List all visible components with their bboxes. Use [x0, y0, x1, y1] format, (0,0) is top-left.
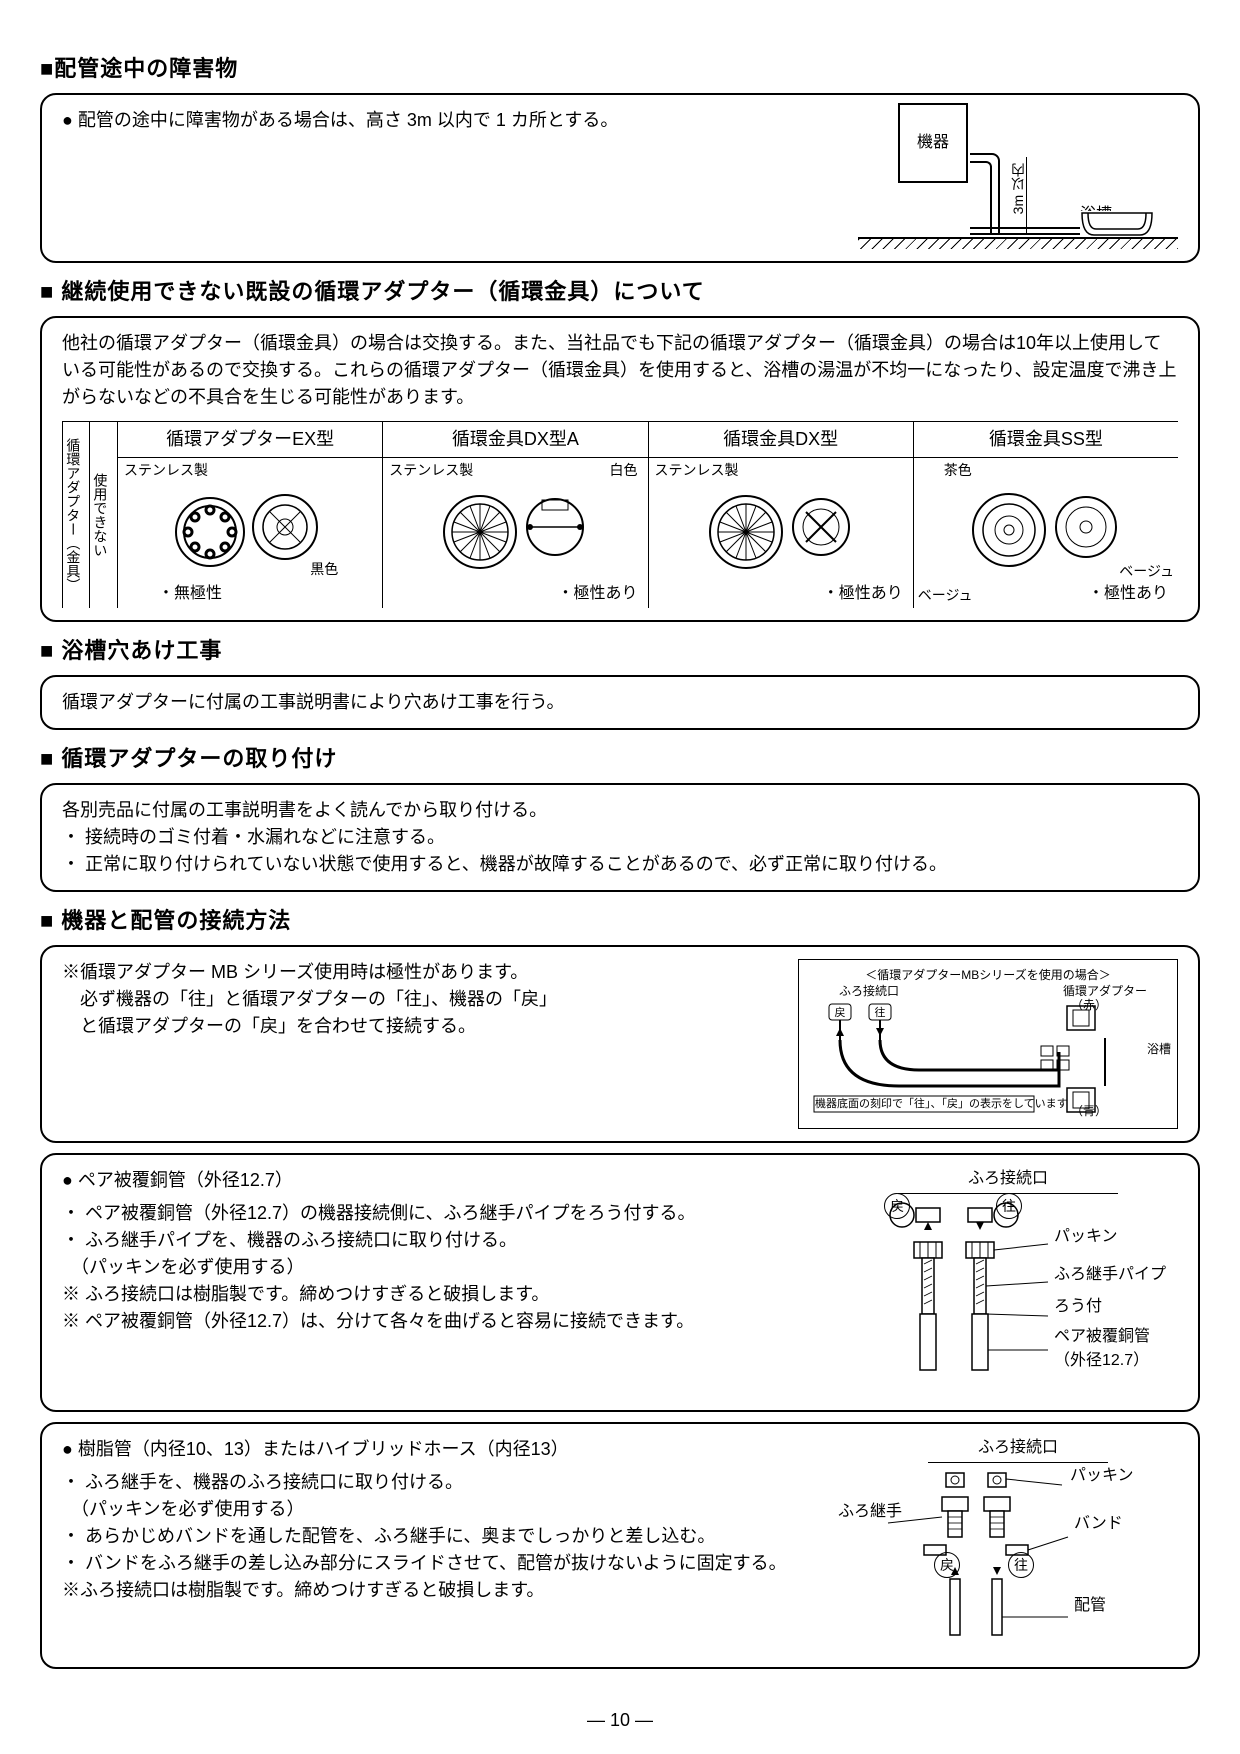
resin-bullet-1: ・ あらかじめバンドを通した配管を、ふろ継手に、奥までしっかりと差し込む。 [62, 1523, 822, 1550]
cp-fwd-badge: 往 [996, 1193, 1022, 1219]
copper-bullet-0: ・ ペア被覆銅管（外径12.7）の機器接続側に、ふろ継手パイプをろう付する。 [62, 1200, 822, 1227]
rp-joint-label: ふろ継手 [838, 1500, 902, 1524]
side-label-2: 使用できない [90, 422, 109, 608]
adapter-polarity-2: ・極性あり [823, 582, 903, 606]
adapter-illustration-1 [430, 482, 600, 572]
adapter-polarity-3: ・極性あり [1088, 582, 1168, 606]
copper-title: ● ペア被覆銅管（外径12.7） [62, 1167, 822, 1194]
copper-diagram: ふろ接続口 [838, 1167, 1178, 1398]
rp-pipe-label: 配管 [1074, 1594, 1106, 1618]
resin-diagram: ふろ接続口 [838, 1436, 1178, 1655]
install-line-2: ・ 正常に取り付けられていない状態で使用すると、機器が故障することがあるので、必… [62, 851, 1178, 878]
adapter-mat-0: ステンレス製 [124, 460, 208, 481]
adapter-mat-3: 茶色 [944, 460, 972, 481]
adapter-color-3: ベージュ [1119, 561, 1174, 582]
obstacle-diagram: 機器 3m 以内 浴槽 [858, 99, 1178, 249]
obstacle-text: ● 配管の途中に障害物がある場合は、高さ 3m 以内で 1 カ所とする。 [62, 107, 838, 249]
rp-back-badge: 戻 [934, 1552, 960, 1578]
rp-furo-label: ふろ接続口 [928, 1436, 1108, 1463]
cp-solder-label: ろう付 [1054, 1295, 1102, 1319]
svg-text:戻: 戻 [835, 1006, 846, 1019]
mb-bottom-note: 機器底面の刻印で「往」、「戻」の表示をしています [815, 1096, 1068, 1113]
section-heading-adapter: ■ 継続使用できない既設の循環アダプター（循環金具）について [40, 275, 1200, 308]
adapter-box: 他社の循環アダプター（循環金具）の場合は交換する。また、当社品でも下記の循環アダ… [40, 316, 1200, 622]
adapter-color-0: 黒色 [310, 559, 338, 580]
install-line-1: ・ 接続時のゴミ付着・水漏れなどに注意する。 [62, 824, 1178, 851]
svg-text:往: 往 [875, 1005, 886, 1019]
section-heading-obstacle: ■配管途中の障害物 [40, 52, 1200, 85]
resin-bullet-0: ・ ふろ継手を、機器のふろ接続口に取り付ける。 （パッキンを必ず使用する） [62, 1469, 822, 1523]
page-number: — 10 — [0, 1707, 1240, 1734]
cp-back-badge: 戻 [884, 1193, 910, 1219]
adapter-polarity-0: ・無極性 [158, 582, 222, 606]
adapter-polarity-1: ・極性あり [557, 582, 637, 606]
adapter-illustration-2 [696, 482, 866, 572]
rp-band-label: バンド [1074, 1512, 1123, 1536]
adapter-mat-1: ステンレス製 [389, 460, 473, 481]
mb-note: ※循環アダプター MB シリーズ使用時は極性があります。 必ず機器の「往」と循環… [62, 959, 778, 1129]
section-heading-drill: ■ 浴槽穴あけ工事 [40, 634, 1200, 667]
adapter-intro: 他社の循環アダプター（循環金具）の場合は交換する。また、当社品でも下記の循環アダ… [62, 330, 1178, 411]
install-line-0: 各別売品に付属の工事説明書をよく読んでから取り付ける。 [62, 797, 1178, 824]
resin-box: ● 樹脂管（内径10、13）またはハイブリッドホース（内径13） ・ ふろ継手を… [40, 1422, 1200, 1669]
adapter-illustration-3 [961, 482, 1131, 572]
copper-bullet-1: ・ ふろ継手パイプを、機器のふろ接続口に取り付ける。 （パッキンを必ず使用する） [62, 1227, 822, 1281]
cp-copper-label: ペア被覆銅管 （外径12.7） [1054, 1325, 1150, 1373]
cp-packing-label: パッキン [1054, 1225, 1118, 1249]
drill-text: 循環アダプターに付属の工事説明書により穴あけ工事を行う。 [62, 689, 1178, 716]
resin-note-0: ※ふろ接続口は樹脂製です。締めつけすぎると破損します。 [62, 1577, 822, 1604]
device-box: 機器 [898, 103, 968, 183]
adapter-title-0: 循環アダプターEX型 [118, 422, 382, 458]
install-box: 各別売品に付属の工事説明書をよく読んでから取り付ける。 ・ 接続時のゴミ付着・水… [40, 783, 1200, 892]
copper-note-0: ※ ふろ接続口は樹脂製です。締めつけすぎると破損します。 [62, 1281, 822, 1308]
section-heading-install: ■ 循環アダプターの取り付け [40, 742, 1200, 775]
side-label-1: 循環アダプター（金具） [63, 422, 82, 608]
resin-title: ● 樹脂管（内径10、13）またはハイブリッドホース（内径13） [62, 1436, 822, 1463]
obstacle-box: ● 配管の途中に障害物がある場合は、高さ 3m 以内で 1 カ所とする。 機器 … [40, 93, 1200, 263]
adapter-mat-2: ステンレス製 [655, 460, 739, 481]
cp-furo-label: ふろ接続口 [898, 1167, 1118, 1194]
range-label: 3m 以内 [1008, 163, 1029, 214]
rp-fwd-badge: 往 [1008, 1552, 1034, 1578]
cp-pipe-label: ふろ継手パイプ [1054, 1263, 1166, 1287]
adapter-title-2: 循環金具DX型 [649, 422, 913, 458]
section-heading-connect: ■ 機器と配管の接続方法 [40, 904, 1200, 937]
adapter-title-3: 循環金具SS型 [914, 422, 1178, 458]
adapter-table: 循環アダプター（金具） 使用できない 循環アダプターEX型 ステンレス製 [62, 421, 1178, 608]
connect-box: ※循環アダプター MB シリーズ使用時は極性があります。 必ず機器の「往」と循環… [40, 945, 1200, 1143]
adapter-color2-3: ベージュ [918, 585, 973, 606]
adapter-title-1: 循環金具DX型A [383, 422, 647, 458]
rp-packing-label: パッキン [1070, 1464, 1134, 1488]
copper-note-1: ※ ペア被覆銅管（外径12.7）は、分けて各々を曲げると容易に接続できます。 [62, 1308, 822, 1335]
mb-diagram: ＜循環アダプターMBシリーズを使用の場合＞ ふろ接続口 循環アダプター （赤） … [798, 959, 1178, 1129]
adapter-color-1: 白色 [610, 460, 638, 481]
resin-bullet-2: ・ バンドをふろ継手の差し込み部分にスライドさせて、配管が抜けないように固定する… [62, 1550, 822, 1577]
drill-box: 循環アダプターに付属の工事説明書により穴あけ工事を行う。 [40, 675, 1200, 730]
copper-box: ● ペア被覆銅管（外径12.7） ・ ペア被覆銅管（外径12.7）の機器接続側に… [40, 1153, 1200, 1412]
